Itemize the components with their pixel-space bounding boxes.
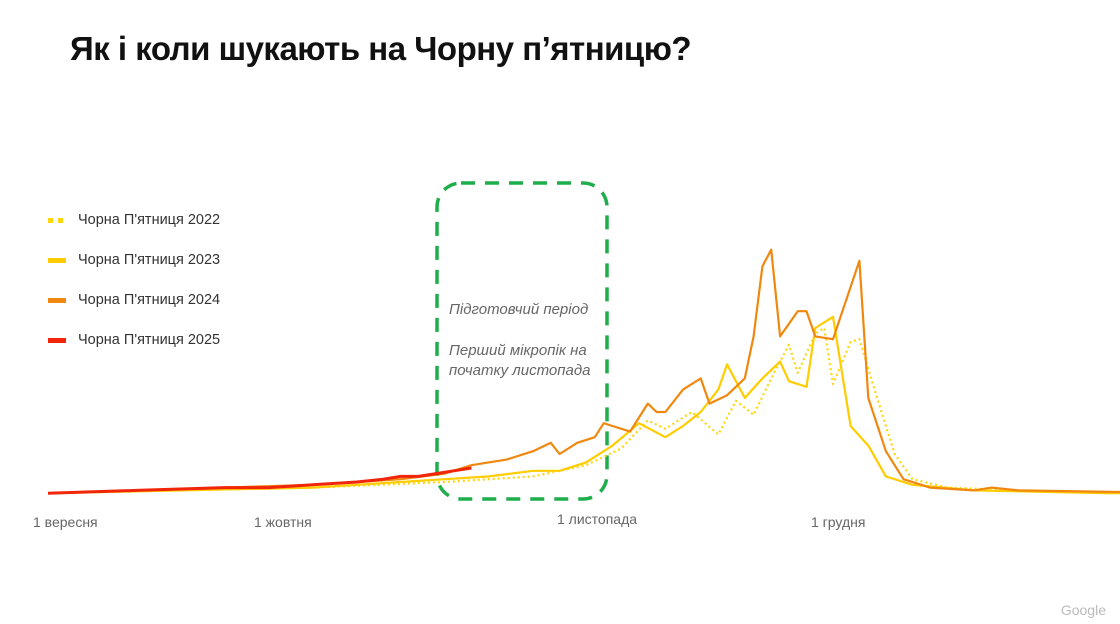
x-tick-nov: 1 листопада — [557, 511, 638, 527]
x-tick-oct: 1 жовтня — [254, 514, 312, 530]
legend-label: Чорна П'ятниця 2023 — [78, 252, 221, 268]
annotation-line-2: Перший мікропік на початку листопада — [449, 342, 591, 379]
legend-label: Чорна П'ятниця 2022 — [78, 212, 221, 228]
legend-swatch-dotted-icon — [48, 217, 66, 223]
legend-swatch-icon — [48, 337, 66, 343]
legend-item-2023: Чорна П'ятниця 2023 — [48, 240, 220, 280]
legend-swatch-icon — [48, 257, 66, 263]
annotation-box — [435, 181, 609, 501]
series-line — [47, 326, 1120, 495]
legend-swatch-icon — [48, 297, 66, 303]
chart-legend: Чорна П'ятниця 2022 Чорна П'ятниця 2023 … — [48, 200, 220, 360]
series-layer — [47, 248, 1120, 495]
legend-item-2022: Чорна П'ятниця 2022 — [48, 200, 220, 240]
series-line — [47, 248, 1120, 495]
page-title: Як і коли шукають на Чорну п’ятницю? — [70, 30, 692, 67]
google-logo: Google — [1060, 602, 1106, 618]
x-tick-dec: 1 грудня — [811, 514, 866, 530]
x-tick-sep: 1 вересня — [33, 514, 98, 530]
series-line — [47, 466, 472, 495]
series-line — [47, 315, 1120, 495]
annotation-line-1: Підготовчий період — [449, 301, 589, 318]
legend-label: Чорна П'ятниця 2024 — [78, 292, 221, 308]
legend-item-2024: Чорна П'ятниця 2024 — [48, 280, 220, 320]
legend-label: Чорна П'ятниця 2025 — [78, 332, 221, 348]
legend-item-2025: Чорна П'ятниця 2025 — [48, 320, 220, 360]
annotation-text: Підготовчий період Перший мікропік на по… — [449, 300, 599, 402]
